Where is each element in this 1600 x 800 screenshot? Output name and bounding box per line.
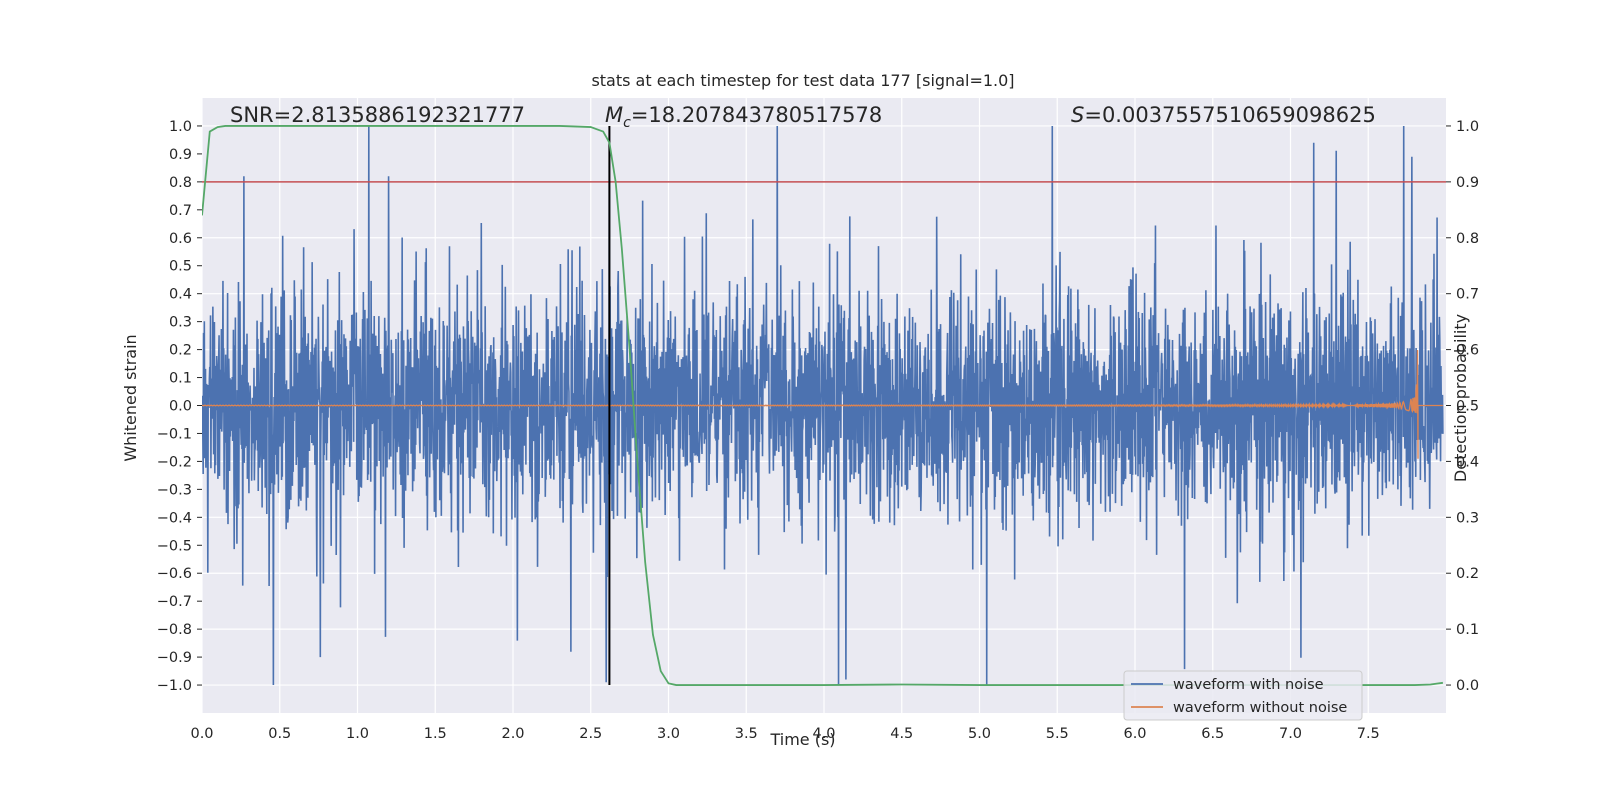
y-right-tick-label: 0.6: [1456, 343, 1479, 359]
x-tick-label: 7.0: [1279, 726, 1302, 742]
legend-label-noise: waveform with noise: [1173, 677, 1324, 693]
waveform-without-noise-series: [202, 350, 1443, 459]
y-left-tick-label: 0.3: [169, 315, 192, 331]
clean-trace: [202, 350, 1443, 459]
y-right-tick-label: 0.8: [1456, 231, 1479, 247]
y-left-tick-label: 0.7: [169, 203, 192, 219]
x-tick-label: 0.5: [268, 726, 291, 742]
y-left-tick-label: 0.0: [169, 399, 192, 415]
x-tick-label: 7.5: [1357, 726, 1380, 742]
y-left-tick-label: −0.4: [157, 510, 192, 526]
legend-label-clean: waveform without noise: [1173, 700, 1347, 716]
y-right-tick-label: 0.7: [1456, 287, 1479, 303]
y-right-tick-label: 0.2: [1456, 566, 1479, 582]
y-axis-right-label: Detection probability: [1451, 314, 1470, 482]
x-tick-label: 4.0: [812, 726, 835, 742]
s-annotation: S=0.0037557510659098625: [1071, 103, 1376, 127]
reference-lines: [202, 125, 1446, 686]
y-right-tick-label: 0.0: [1456, 678, 1479, 694]
x-tick-label: 4.5: [890, 726, 913, 742]
y-left-tick-label: −0.1: [157, 426, 192, 442]
y-left-tick-label: −0.5: [157, 538, 192, 554]
x-tick-label: 6.5: [1201, 726, 1224, 742]
x-tick-label: 2.0: [501, 726, 524, 742]
y-right-tick-label: 0.9: [1456, 175, 1479, 191]
x-tick-label: 2.5: [579, 726, 602, 742]
y-right-tick-label: 1.0: [1456, 119, 1479, 135]
chirp-mass-subscript: c: [623, 115, 631, 131]
snr-annotation: SNR=2.8135886192321777: [230, 103, 525, 127]
y-axis-left-label: Whitened strain: [121, 334, 140, 461]
waveform-with-noise-series: [202, 125, 1444, 686]
y-left-tick-label: −0.3: [157, 482, 192, 498]
chirp-mass-annotation: Mc=18.207843780517578: [605, 103, 882, 131]
tick-labels: 0.0 0.5 1.0 1.5 2.0 2.5 3.0 3.5 4.0 4.5 5.0 5.5 6.0 6…: [157, 119, 1479, 742]
y-left-tick-label: 0.8: [169, 175, 192, 191]
y-left-tick-label: 0.9: [169, 147, 192, 163]
y-left-tick-label: −0.7: [157, 594, 192, 610]
x-tick-label: 0.0: [190, 726, 213, 742]
y-left-tick-label: 1.0: [169, 119, 192, 135]
noise-trace: [202, 125, 1444, 686]
y-left-tick-label: −1.0: [157, 678, 192, 694]
x-tick-label: 1.0: [346, 726, 369, 742]
x-axis-label: Time (s): [769, 730, 835, 749]
x-tick-label: 3.0: [657, 726, 680, 742]
y-right-tick-label: 0.4: [1456, 454, 1479, 470]
legend: waveform with noise waveform without noi…: [1123, 670, 1363, 721]
y-left-tick-label: 0.6: [169, 231, 192, 247]
y-right-tick-label: 0.3: [1456, 510, 1479, 526]
chirp-mass-symbol: M: [605, 103, 623, 127]
y-left-tick-label: −0.2: [157, 454, 192, 470]
s-value: =0.0037557510659098625: [1084, 103, 1376, 127]
y-right-tick-label: 0.1: [1456, 622, 1479, 638]
y-left-tick-label: −0.8: [157, 622, 192, 638]
y-left-tick-label: 0.1: [169, 371, 192, 387]
x-tick-label: 5.5: [1046, 726, 1069, 742]
s-symbol: S: [1071, 103, 1084, 127]
x-tick-label: 1.5: [424, 726, 447, 742]
x-tick-label: 3.5: [735, 726, 758, 742]
x-tick-label: 6.0: [1123, 726, 1146, 742]
y-left-tick-label: −0.6: [157, 566, 192, 582]
y-right-tick-label: 0.5: [1456, 399, 1479, 415]
y-left-tick-label: −0.9: [157, 650, 192, 666]
chart-title: stats at each timestep for test data 177…: [591, 71, 1014, 90]
y-left-tick-label: 0.4: [169, 287, 192, 303]
legend-box: [1123, 670, 1363, 721]
x-tick-label: 5.0: [968, 726, 991, 742]
y-left-tick-label: 0.5: [169, 259, 192, 275]
y-left-tick-label: 0.2: [169, 343, 192, 359]
chirp-mass-value: =18.207843780517578: [631, 103, 882, 127]
